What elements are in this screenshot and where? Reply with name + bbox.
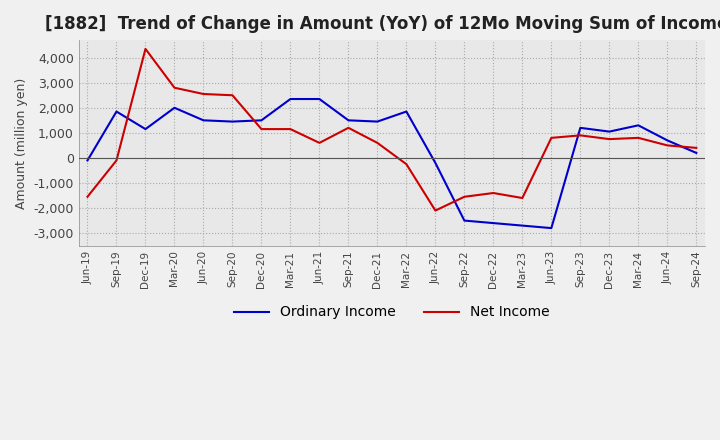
Ordinary Income xyxy=(431,160,440,165)
Ordinary Income xyxy=(460,218,469,223)
Line: Net Income: Net Income xyxy=(88,49,696,211)
Net Income xyxy=(489,191,498,196)
Net Income xyxy=(199,92,208,97)
Net Income xyxy=(576,133,585,138)
Legend: Ordinary Income, Net Income: Ordinary Income, Net Income xyxy=(229,300,555,325)
Net Income xyxy=(605,136,613,142)
Ordinary Income xyxy=(344,117,353,123)
Net Income xyxy=(170,85,179,90)
Ordinary Income xyxy=(84,158,92,163)
Net Income xyxy=(315,140,324,146)
Line: Ordinary Income: Ordinary Income xyxy=(88,99,696,228)
Ordinary Income xyxy=(489,220,498,226)
Net Income xyxy=(286,126,294,132)
Net Income xyxy=(431,208,440,213)
Net Income xyxy=(228,92,237,98)
Net Income xyxy=(112,158,121,163)
Net Income xyxy=(344,125,353,131)
Title: [1882]  Trend of Change in Amount (YoY) of 12Mo Moving Sum of Incomes: [1882] Trend of Change in Amount (YoY) o… xyxy=(45,15,720,33)
Ordinary Income xyxy=(257,117,266,123)
Net Income xyxy=(518,195,526,201)
Ordinary Income xyxy=(112,109,121,114)
Ordinary Income xyxy=(286,96,294,102)
Net Income xyxy=(84,194,92,199)
Net Income xyxy=(402,161,410,167)
Ordinary Income xyxy=(373,119,382,124)
Y-axis label: Amount (million yen): Amount (million yen) xyxy=(15,77,28,209)
Net Income xyxy=(634,135,643,140)
Net Income xyxy=(663,143,672,148)
Ordinary Income xyxy=(547,225,556,231)
Net Income xyxy=(257,126,266,132)
Ordinary Income xyxy=(518,223,526,228)
Ordinary Income xyxy=(170,105,179,110)
Ordinary Income xyxy=(199,117,208,123)
Net Income xyxy=(141,46,150,51)
Ordinary Income xyxy=(141,126,150,132)
Ordinary Income xyxy=(402,109,410,114)
Net Income xyxy=(373,140,382,146)
Ordinary Income xyxy=(605,129,613,134)
Ordinary Income xyxy=(634,123,643,128)
Ordinary Income xyxy=(692,150,701,156)
Ordinary Income xyxy=(576,125,585,131)
Ordinary Income xyxy=(315,96,324,102)
Net Income xyxy=(460,194,469,199)
Net Income xyxy=(692,145,701,150)
Ordinary Income xyxy=(663,138,672,143)
Ordinary Income xyxy=(228,119,237,124)
Net Income xyxy=(547,135,556,140)
